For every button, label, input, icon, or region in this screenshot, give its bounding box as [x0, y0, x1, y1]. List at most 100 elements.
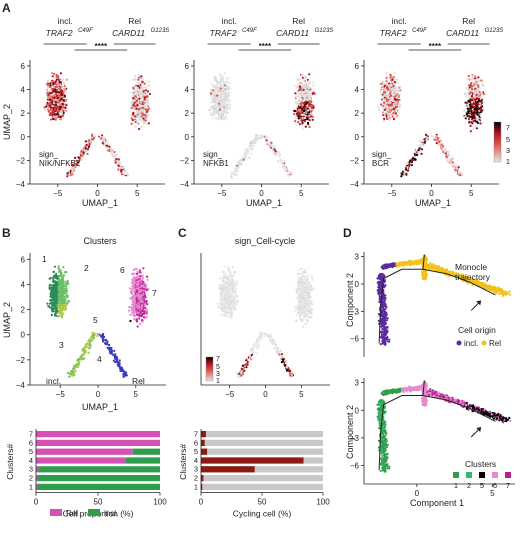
umap-point [309, 93, 312, 96]
umap-point [396, 114, 399, 117]
umap-point [54, 118, 57, 121]
umap-point [139, 98, 143, 101]
umap-point [393, 89, 397, 92]
umap-point [383, 92, 386, 95]
umap-point [478, 79, 481, 82]
umap-point [224, 100, 228, 103]
umap-point [311, 81, 315, 84]
umap-point [253, 141, 256, 144]
umap-point [468, 84, 471, 87]
umap-point [136, 110, 139, 114]
umap-point [311, 115, 314, 118]
umap-point [472, 106, 475, 109]
umap-point [81, 149, 84, 152]
umap-point [61, 105, 64, 108]
umap-point [476, 118, 479, 121]
x-tick-label: −5 [53, 189, 63, 198]
umap-point [251, 145, 254, 148]
umap-point [55, 85, 59, 88]
colorbar-label: 5 [506, 135, 510, 144]
umap-point [478, 102, 481, 105]
umap-point [301, 85, 304, 88]
y-tick-label: 6 [21, 62, 26, 71]
umap-point [222, 102, 225, 105]
umap-points-nfkb1 [208, 72, 316, 179]
umap-point [229, 104, 232, 107]
umap-point [226, 79, 229, 82]
umap-point [61, 95, 64, 98]
umap-point [301, 78, 304, 81]
umap-point [223, 72, 227, 75]
umap-point [145, 113, 148, 116]
colorbar-label: 3 [506, 146, 510, 155]
umap-point [103, 137, 106, 140]
umap-point [145, 99, 149, 103]
umap-point [299, 111, 302, 114]
umap-point [113, 150, 116, 154]
umap-point [480, 90, 484, 93]
umap-point [301, 99, 304, 102]
umap-point [139, 91, 142, 94]
umap-point [392, 93, 395, 96]
umap-point [76, 163, 79, 167]
umap-point [477, 76, 480, 79]
umap-point [71, 172, 74, 175]
umap-point [385, 105, 388, 108]
umap-point [475, 86, 478, 89]
umap-point [51, 86, 54, 89]
umap-point [113, 349, 116, 352]
umap-point [250, 152, 253, 155]
umap-point [80, 150, 83, 153]
umap-point [60, 98, 63, 101]
x-tick-label: 5 [469, 189, 474, 198]
umap-point [472, 103, 475, 106]
umap-point [144, 100, 147, 103]
umap-point [238, 163, 241, 166]
umap-point [45, 105, 48, 108]
y-tick-label: 6 [185, 62, 190, 71]
umap-point [66, 172, 69, 175]
umap-point [480, 79, 483, 82]
umap-point [302, 88, 305, 91]
umap-point [136, 104, 139, 107]
umap-point [225, 76, 228, 80]
umap-point [408, 163, 411, 166]
umap-point [423, 141, 426, 144]
umap-point [474, 120, 477, 123]
umap-point [217, 112, 220, 115]
umap-point [466, 86, 469, 89]
umap-point [63, 106, 67, 109]
umap-point [134, 86, 137, 89]
umap-point [130, 92, 133, 95]
umap-point [133, 114, 137, 117]
x-tick-label: 0 [259, 189, 264, 198]
umap-point [268, 140, 271, 143]
umap-point [89, 138, 92, 141]
umap-point [220, 100, 223, 103]
umap-point [138, 127, 141, 131]
umap-point [50, 101, 54, 104]
umap-point [141, 101, 144, 104]
umap-point [45, 92, 49, 95]
umap-point [274, 150, 277, 153]
umap-point [86, 152, 89, 155]
umap-point [442, 145, 445, 148]
umap-point [131, 118, 134, 122]
umap-point [140, 125, 143, 128]
umap-point [442, 148, 445, 151]
umap-point [61, 90, 64, 93]
umap-point [299, 92, 302, 95]
umap-point [214, 98, 217, 101]
umap-point [226, 81, 229, 84]
x-tick-label: −5 [217, 189, 227, 198]
umap-point [394, 85, 397, 88]
umap-point [474, 77, 477, 80]
umap-point [49, 108, 53, 111]
umap-point [261, 135, 265, 138]
umap-point [307, 82, 310, 85]
umap-point [62, 108, 65, 111]
umap-point [218, 102, 221, 105]
umap-point [308, 95, 311, 98]
